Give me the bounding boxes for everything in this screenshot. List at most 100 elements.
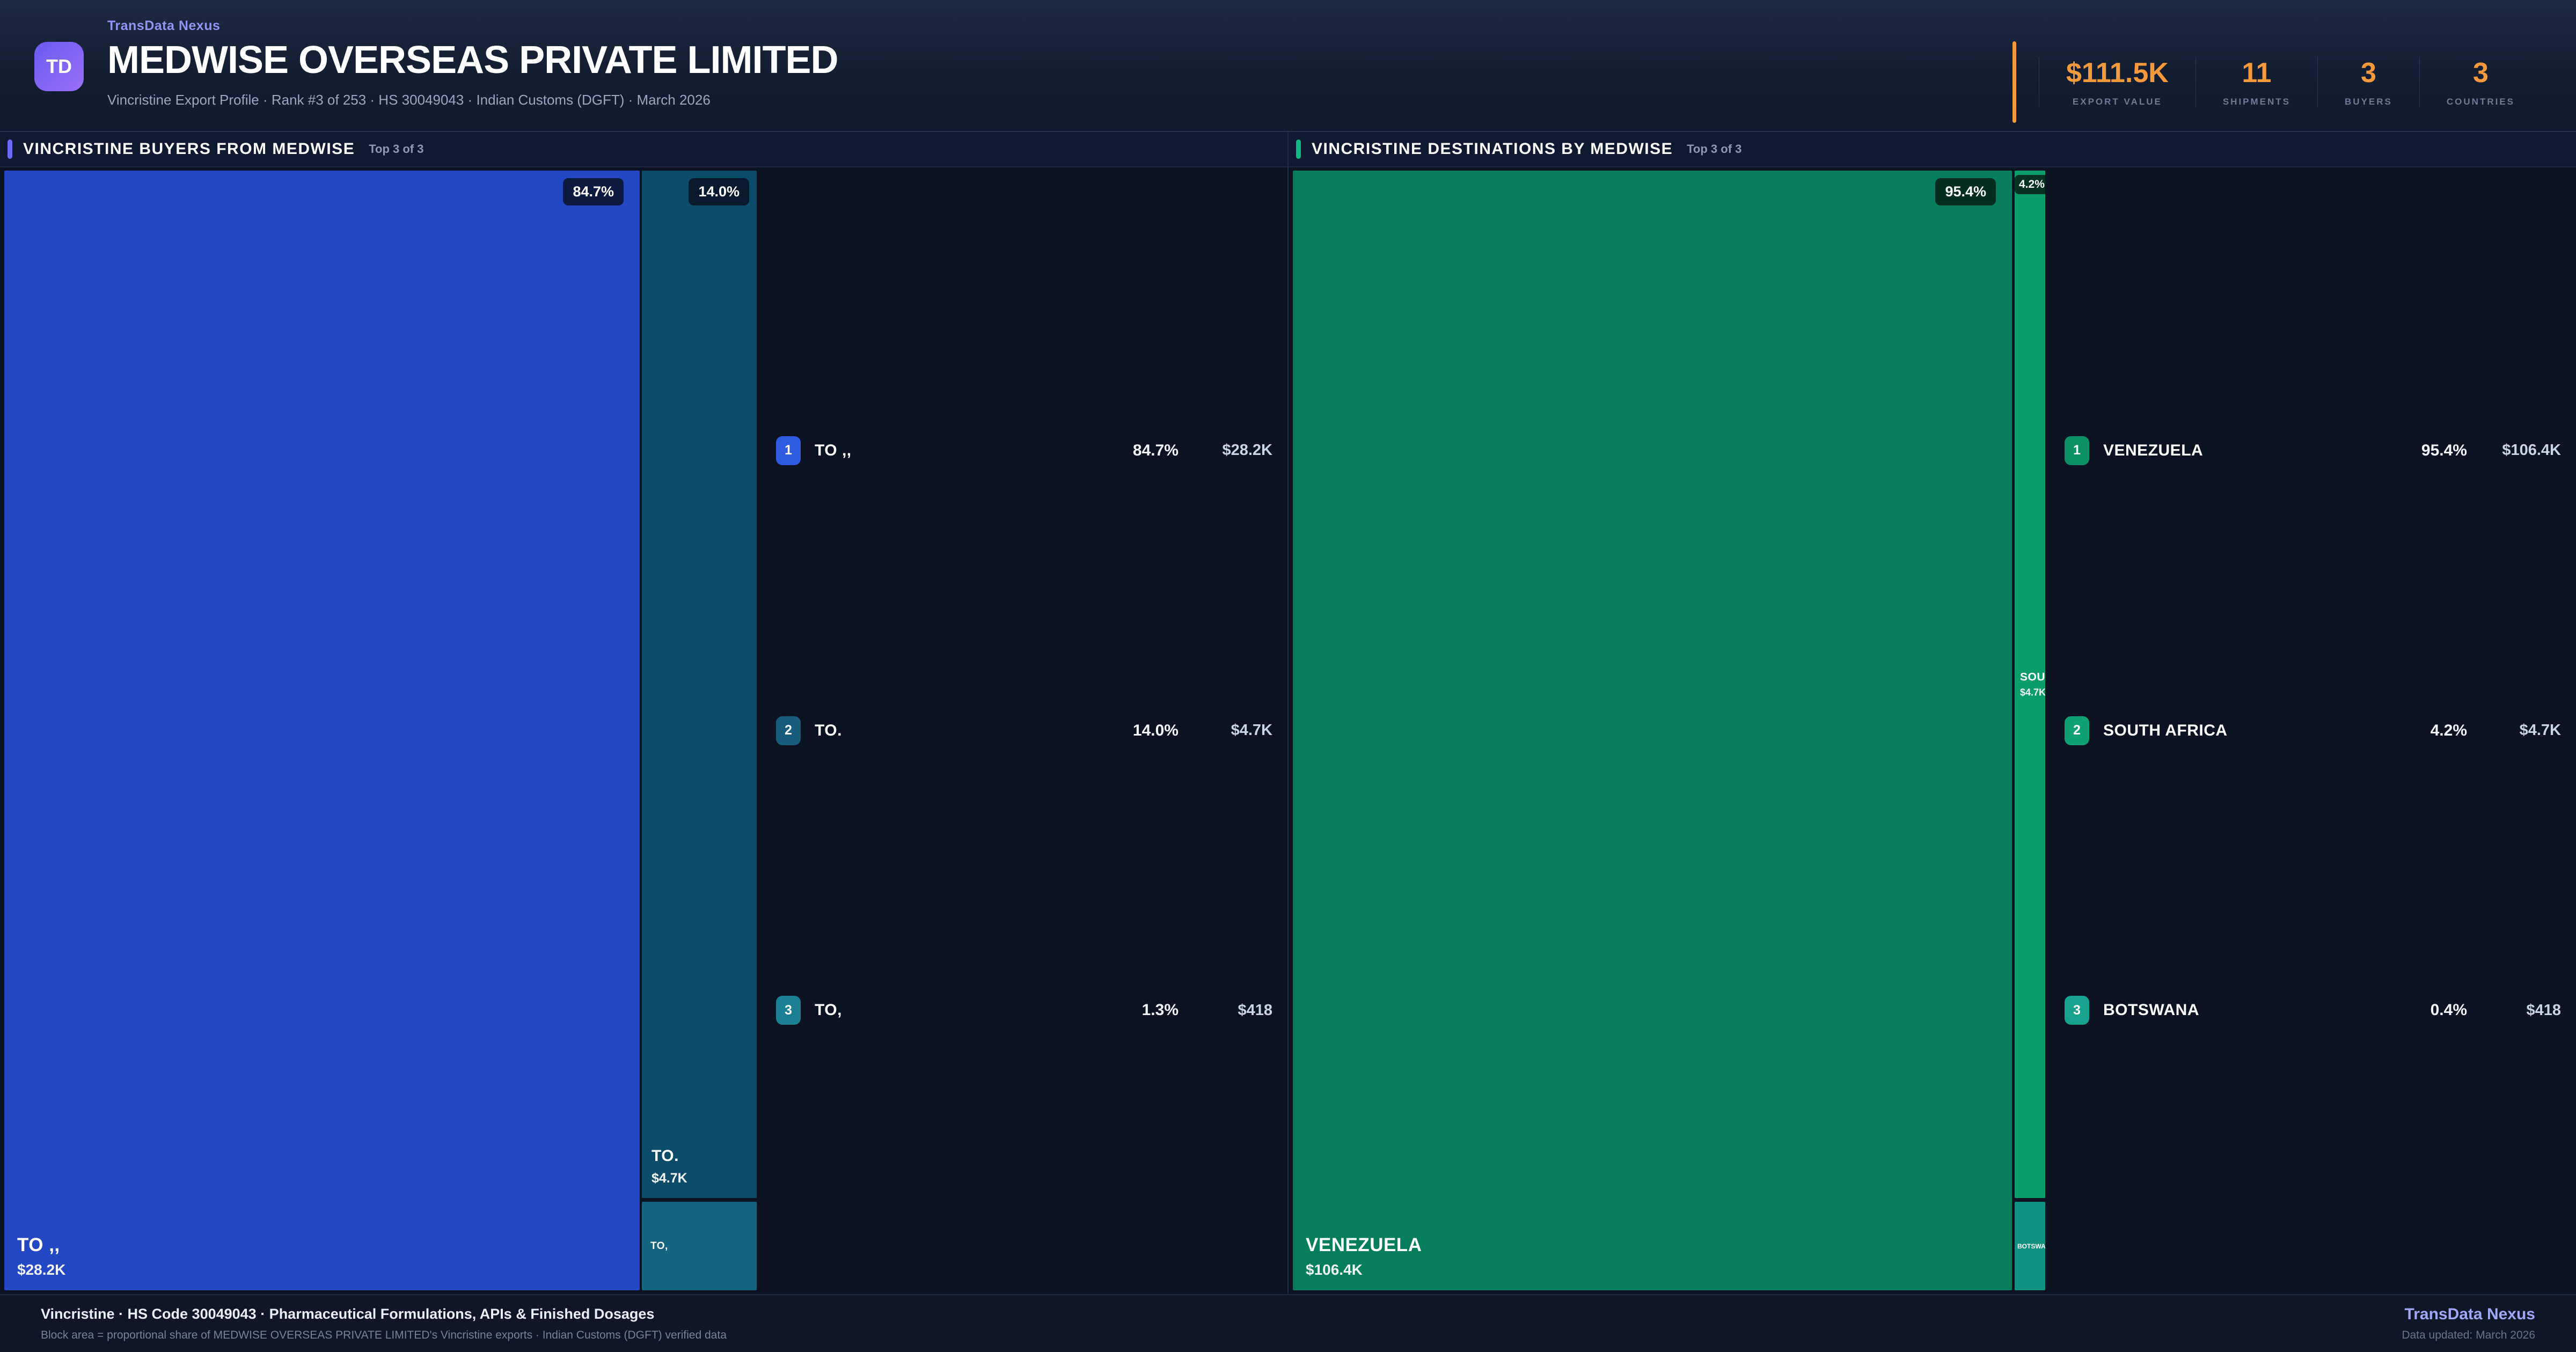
block-name: TO, [650, 1240, 668, 1252]
treemap-block-buyer-3[interactable]: TO, [642, 1202, 757, 1290]
block-value: $106.4K [1306, 1261, 1363, 1278]
stat-countries: 3 COUNTRIES [2419, 57, 2542, 107]
legend-row[interactable]: 2 SOUTH AFRICA 4.2% $4.7K [2065, 716, 2561, 745]
stat-value: $111.5K [2066, 57, 2169, 89]
block-label: TO, [650, 1240, 668, 1252]
page-title: MEDWISE OVERSEAS PRIVATE LIMITED [107, 39, 838, 82]
legend-percent: 4.2% [2430, 721, 2467, 739]
block-value: $4.7K [2020, 687, 2045, 697]
block-name: TO ,, [17, 1235, 60, 1255]
legend-percent: 95.4% [2421, 441, 2467, 459]
stats-accent-bar [2012, 41, 2016, 123]
legend-percent: 14.0% [1132, 721, 1179, 739]
rank-badge: 2 [776, 716, 801, 745]
panel-buyers: VINCRISTINE BUYERS FROM MEDWISE Top 3 of… [0, 132, 1287, 1294]
treemap-block-south-africa[interactable]: 4.2% SOUTH AFRICA $4.7K [2015, 171, 2045, 1198]
panel-accent-bar [1296, 139, 1301, 159]
block-value: $4.7K [652, 1171, 687, 1186]
stat-label: EXPORT VALUE [2072, 97, 2162, 107]
panel-destinations-header: VINCRISTINE DESTINATIONS BY MEDWISE Top … [1289, 132, 2576, 167]
block-label: TO. $4.7K [652, 1147, 687, 1186]
legend-row[interactable]: 1 TO ,, 84.7% $28.2K [776, 436, 1272, 465]
block-label: TO ,, $28.2K [17, 1235, 65, 1278]
rank-badge: 1 [2065, 436, 2089, 465]
stat-shipments: 11 SHIPMENTS [2195, 57, 2317, 107]
panel-title: VINCRISTINE BUYERS FROM MEDWISE [23, 140, 355, 158]
stat-label: BUYERS [2345, 97, 2392, 107]
legend-percent: 1.3% [1141, 1001, 1179, 1019]
legend-name: BOTSWANA [2103, 1001, 2199, 1019]
legend-value: $28.2K [1222, 442, 1272, 459]
legend-value: $418 [1238, 1001, 1272, 1019]
stat-value: 3 [2360, 57, 2376, 89]
rank-badge: 2 [2065, 716, 2089, 745]
rank-badge: 3 [776, 996, 801, 1025]
block-pct-badge: 14.0% [689, 178, 749, 205]
stat-value: 11 [2242, 57, 2272, 89]
panel-buyers-body: 84.7% TO ,, $28.2K 14.0% TO. $4.7K [0, 167, 1287, 1294]
panel-destinations-body: 95.4% VENEZUELA $106.4K 4.2% SOUTH AFRIC… [1289, 167, 2576, 1294]
block-name: SOUTH AFRICA [2020, 671, 2045, 683]
block-label: VENEZUELA $106.4K [1306, 1235, 1422, 1278]
treemap-block-buyer-1[interactable]: 84.7% TO ,, $28.2K [4, 171, 640, 1290]
legend-name: SOUTH AFRICA [2103, 721, 2228, 739]
header-text: TransData Nexus MEDWISE OVERSEAS PRIVATE… [107, 18, 838, 131]
legend-row[interactable]: 1 VENEZUELA 95.4% $106.4K [2065, 436, 2561, 465]
legend-name: TO, [815, 1001, 842, 1019]
legend-buyers: 1 TO ,, 84.7% $28.2K 2 TO. 14.0% $4.7K 3… [757, 171, 1287, 1290]
breadcrumb: TransData Nexus [107, 18, 221, 33]
block-pct-badge: 95.4% [1935, 178, 1996, 205]
footer-methodology-note: Block area = proportional share of MEDWI… [41, 1328, 727, 1341]
legend-name: TO. [815, 721, 842, 739]
brand-logo: TD [34, 42, 84, 91]
stats-bar: $111.5K EXPORT VALUE 11 SHIPMENTS 3 BUYE… [2012, 33, 2542, 131]
treemap-buyers: 84.7% TO ,, $28.2K 14.0% TO. $4.7K [4, 171, 757, 1290]
legend-destinations: 1 VENEZUELA 95.4% $106.4K 2 SOUTH AFRICA… [2045, 171, 2576, 1290]
panel-destinations: VINCRISTINE DESTINATIONS BY MEDWISE Top … [1287, 132, 2576, 1294]
legend-percent: 84.7% [1132, 441, 1179, 459]
header-identity: TD TransData Nexus MEDWISE OVERSEAS PRIV… [34, 18, 838, 131]
legend-percent: 0.4% [2430, 1001, 2467, 1019]
treemap-block-venezuela[interactable]: 95.4% VENEZUELA $106.4K [1293, 171, 2012, 1290]
block-label: SOUTH AFRICA $4.7K [2020, 671, 2045, 698]
legend-row[interactable]: 3 BOTSWANA 0.4% $418 [2065, 996, 2561, 1025]
rank-badge: 1 [776, 436, 801, 465]
panel-subtitle: Top 3 of 3 [1687, 142, 1742, 156]
rank-badge: 3 [2065, 996, 2089, 1025]
block-name: VENEZUELA [1306, 1235, 1422, 1255]
panel-accent-bar [8, 139, 12, 159]
app-header: TD TransData Nexus MEDWISE OVERSEAS PRIV… [0, 0, 2576, 132]
footer-updated: Data updated: March 2026 [2402, 1329, 2535, 1341]
legend-name: TO ,, [815, 441, 852, 459]
treemap-block-botswana[interactable]: BOTSWANA [2015, 1202, 2045, 1290]
legend-row[interactable]: 2 TO. 14.0% $4.7K [776, 716, 1272, 745]
block-pct-badge: 4.2% [2015, 175, 2045, 194]
panel-title: VINCRISTINE DESTINATIONS BY MEDWISE [1312, 140, 1673, 158]
footer-brand: TransData Nexus [2404, 1305, 2535, 1323]
app-footer: Vincristine · HS Code 30049043 · Pharmac… [0, 1294, 2576, 1352]
footer-left: Vincristine · HS Code 30049043 · Pharmac… [41, 1306, 727, 1342]
legend-row[interactable]: 3 TO, 1.3% $418 [776, 996, 1272, 1025]
block-pct-badge: 84.7% [563, 178, 624, 205]
block-value: $28.2K [17, 1261, 66, 1278]
stat-label: SHIPMENTS [2222, 97, 2291, 107]
legend-value: $4.7K [1231, 722, 1272, 739]
block-name: TO. [652, 1147, 679, 1165]
page-subtitle: Vincristine Export Profile · Rank #3 of … [107, 91, 711, 108]
legend-value: $4.7K [2519, 722, 2561, 739]
stat-export-value: $111.5K EXPORT VALUE [2038, 57, 2196, 107]
stat-buyers: 3 BUYERS [2317, 57, 2419, 107]
stat-label: COUNTRIES [2446, 97, 2515, 107]
legend-value: $106.4K [2502, 442, 2561, 459]
block-name: BOTSWANA [2017, 1242, 2045, 1250]
treemap-block-buyer-2[interactable]: 14.0% TO. $4.7K [642, 171, 757, 1198]
footer-right: TransData Nexus Data updated: March 2026 [2402, 1305, 2535, 1342]
treemap-destinations: 95.4% VENEZUELA $106.4K 4.2% SOUTH AFRIC… [1293, 171, 2045, 1290]
stat-value: 3 [2472, 57, 2489, 89]
block-label: BOTSWANA [2017, 1243, 2045, 1250]
panel-subtitle: Top 3 of 3 [369, 142, 424, 156]
legend-value: $418 [2526, 1001, 2561, 1019]
legend-name: VENEZUELA [2103, 441, 2204, 459]
main-content: VINCRISTINE BUYERS FROM MEDWISE Top 3 of… [0, 132, 2576, 1294]
